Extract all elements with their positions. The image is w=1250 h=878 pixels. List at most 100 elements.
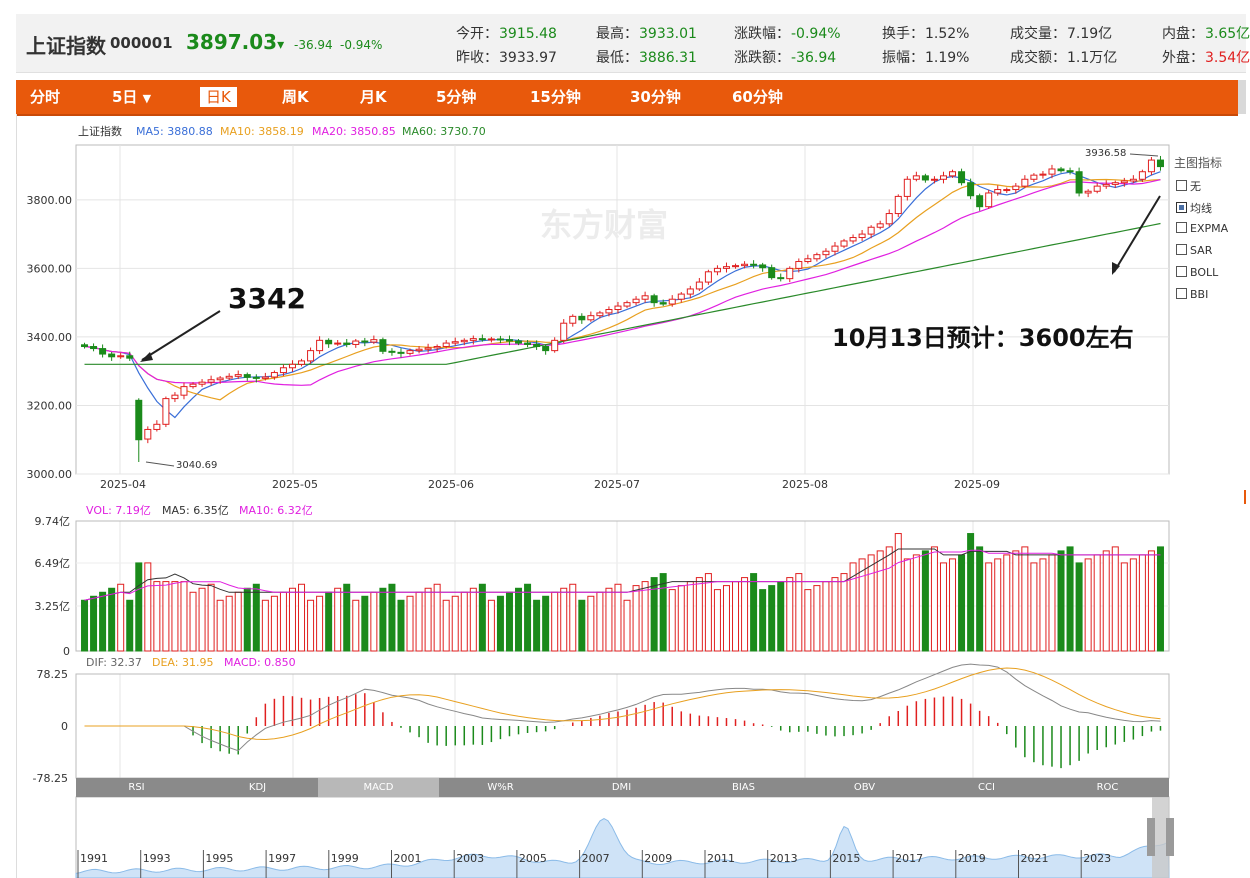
- candle[interactable]: [424, 347, 432, 350]
- candle[interactable]: [668, 298, 676, 305]
- candle[interactable]: [1111, 182, 1119, 185]
- tab-5min[interactable]: 5分钟: [436, 88, 477, 106]
- indicator-tab-cci[interactable]: CCI: [978, 782, 995, 793]
- candle[interactable]: [822, 250, 830, 256]
- indicator-tab-roc[interactable]: ROC: [1096, 782, 1119, 793]
- candle[interactable]: [722, 266, 730, 269]
- candle[interactable]: [216, 377, 224, 381]
- candle[interactable]: [270, 372, 278, 378]
- candle[interactable]: [352, 340, 360, 345]
- side-item[interactable]: 均线: [1176, 200, 1212, 216]
- candle[interactable]: [533, 343, 541, 348]
- candle[interactable]: [487, 338, 495, 341]
- candle[interactable]: [1093, 185, 1101, 192]
- candle[interactable]: [515, 340, 523, 344]
- candle[interactable]: [650, 295, 658, 304]
- candle[interactable]: [189, 383, 197, 388]
- side-item[interactable]: 无: [1176, 178, 1201, 194]
- tab-15min[interactable]: 15分钟: [530, 88, 581, 106]
- candle[interactable]: [469, 338, 477, 341]
- candle[interactable]: [496, 338, 504, 341]
- candle[interactable]: [460, 339, 468, 343]
- checkbox-icon[interactable]: [1176, 288, 1187, 299]
- candle[interactable]: [442, 342, 450, 348]
- indicator-tab-obv[interactable]: OBV: [853, 782, 876, 793]
- candle[interactable]: [804, 258, 812, 263]
- candle[interactable]: [334, 342, 342, 345]
- candle[interactable]: [939, 175, 947, 180]
- candle[interactable]: [307, 350, 315, 362]
- candle[interactable]: [849, 237, 857, 242]
- candle[interactable]: [198, 381, 206, 385]
- overview-handle-left[interactable]: [1147, 818, 1155, 856]
- candle[interactable]: [1066, 170, 1074, 173]
- candle[interactable]: [560, 322, 568, 341]
- candle[interactable]: [840, 240, 848, 247]
- candle[interactable]: [632, 298, 640, 304]
- candle[interactable]: [1057, 168, 1065, 172]
- candle[interactable]: [1039, 173, 1047, 176]
- candle[interactable]: [1120, 180, 1128, 184]
- candle[interactable]: [379, 339, 387, 352]
- candle[interactable]: [930, 178, 938, 181]
- candle[interactable]: [1129, 178, 1137, 182]
- candle[interactable]: [994, 189, 1002, 194]
- candle[interactable]: [261, 376, 269, 379]
- candle[interactable]: [406, 350, 414, 354]
- candle[interactable]: [741, 263, 749, 267]
- candle[interactable]: [1003, 189, 1011, 192]
- candle[interactable]: [596, 312, 604, 317]
- candle[interactable]: [921, 175, 929, 181]
- candle[interactable]: [967, 182, 975, 197]
- candle[interactable]: [569, 315, 577, 324]
- tab-5day[interactable]: 5日 ▼: [112, 88, 152, 106]
- checkbox-icon[interactable]: [1176, 180, 1187, 191]
- candle[interactable]: [777, 277, 785, 280]
- side-item[interactable]: EXPMA: [1176, 222, 1228, 235]
- candle[interactable]: [388, 350, 396, 353]
- checkbox-icon[interactable]: [1176, 222, 1187, 233]
- candle[interactable]: [117, 355, 125, 358]
- tab-monthly-k[interactable]: 月K: [360, 88, 387, 106]
- candle[interactable]: [325, 339, 333, 345]
- candle[interactable]: [578, 315, 586, 321]
- checkbox-icon[interactable]: [1176, 266, 1187, 277]
- candle[interactable]: [623, 302, 631, 307]
- candle[interactable]: [1156, 159, 1164, 168]
- candle[interactable]: [831, 245, 839, 252]
- candle[interactable]: [1048, 168, 1056, 175]
- candle[interactable]: [1012, 185, 1020, 191]
- candle[interactable]: [894, 195, 902, 215]
- candle[interactable]: [704, 271, 712, 283]
- candle[interactable]: [949, 171, 957, 177]
- candle[interactable]: [759, 264, 767, 269]
- checkbox-icon[interactable]: [1176, 244, 1187, 255]
- candle[interactable]: [551, 339, 559, 352]
- candle[interactable]: [298, 360, 306, 365]
- side-item[interactable]: BBI: [1176, 288, 1208, 301]
- candle[interactable]: [135, 399, 143, 441]
- candle[interactable]: [234, 374, 242, 377]
- candle[interactable]: [451, 341, 459, 344]
- indicator-tab-macd[interactable]: MACD: [318, 778, 439, 797]
- candle[interactable]: [162, 398, 170, 425]
- indicator-tab-wr[interactable]: W%R: [487, 782, 514, 793]
- side-item[interactable]: BOLL: [1176, 266, 1218, 279]
- indicator-tab-dmi[interactable]: DMI: [611, 782, 632, 793]
- indicator-tab-rsi[interactable]: RSI: [128, 782, 145, 793]
- candle[interactable]: [415, 348, 423, 352]
- candle[interactable]: [542, 346, 550, 352]
- candle[interactable]: [695, 281, 703, 290]
- scrollbar-track[interactable]: [1238, 80, 1246, 114]
- candle[interactable]: [153, 423, 161, 430]
- candle[interactable]: [288, 363, 296, 369]
- candle[interactable]: [786, 267, 794, 280]
- tab-daily-k[interactable]: 日K: [200, 87, 237, 107]
- side-item[interactable]: SAR: [1176, 244, 1212, 257]
- overview-handle-right[interactable]: [1166, 818, 1174, 856]
- candle[interactable]: [876, 223, 884, 228]
- candle[interactable]: [361, 340, 369, 343]
- overview-range-selector[interactable]: [1152, 797, 1169, 878]
- candle[interactable]: [795, 261, 803, 269]
- candle[interactable]: [1102, 183, 1110, 187]
